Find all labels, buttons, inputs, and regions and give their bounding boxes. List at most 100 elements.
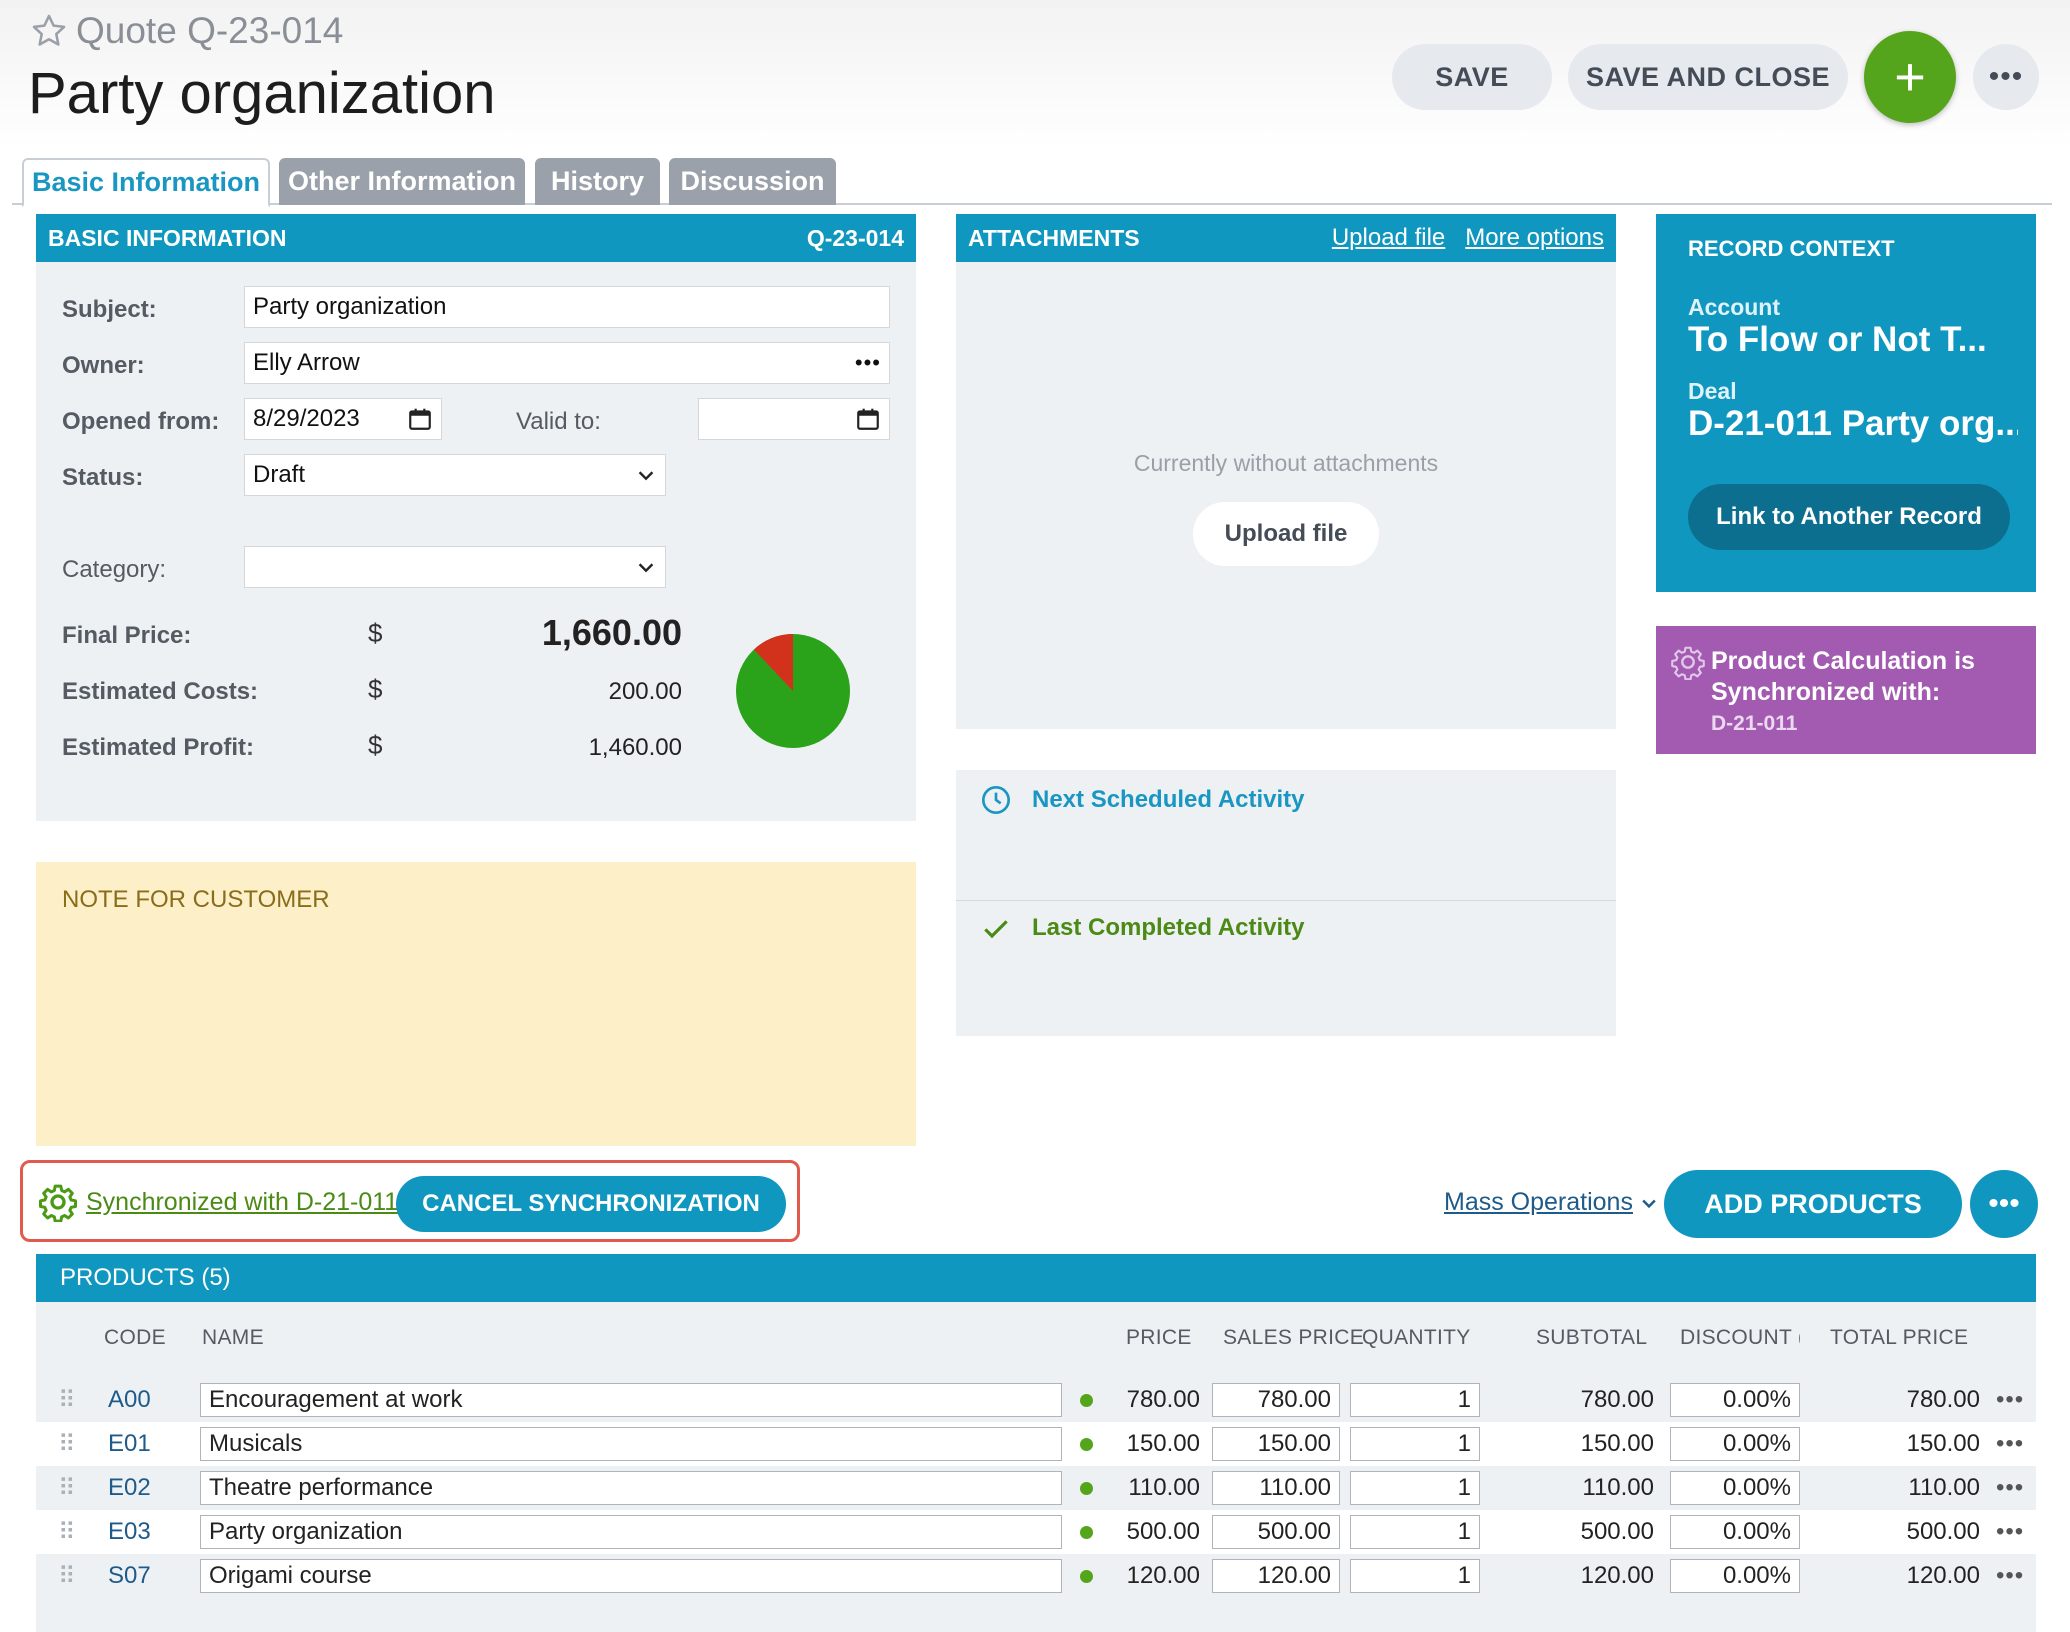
product-code-link[interactable]: E03 <box>108 1518 151 1545</box>
products-more-button[interactable]: ••• <box>1970 1170 2038 1238</box>
sales-price-input[interactable]: 110.00 <box>1212 1471 1340 1505</box>
more-options-link[interactable]: More options <box>1465 224 1604 251</box>
drag-handle-icon[interactable]: ⠿ <box>58 1562 76 1590</box>
synchronized-with-link[interactable]: Synchronized with D-21-011 <box>86 1188 399 1216</box>
chevron-down-icon <box>635 464 657 486</box>
checkmark-icon <box>984 920 1008 939</box>
quantity-input[interactable]: 1 <box>1350 1559 1480 1593</box>
pie-slice-costs <box>753 634 793 691</box>
total-price-value: 120.00 <box>1906 1562 1980 1589</box>
quantity-input[interactable]: 1 <box>1350 1427 1480 1461</box>
subject-input[interactable]: Party organization <box>244 286 890 328</box>
sales-price-input[interactable]: 500.00 <box>1212 1515 1340 1549</box>
basic-information-panel: BASIC INFORMATION Q-23-014 Subject: Part… <box>36 214 916 821</box>
table-row: ⠿ E02 Theatre performance 110.00 110.00 … <box>36 1466 2036 1510</box>
status-label: Status: <box>62 464 144 491</box>
favorite-star-icon[interactable] <box>30 12 68 50</box>
owner-lookup[interactable]: Elly Arrow ••• <box>244 342 890 384</box>
discount-input[interactable]: 0.00% <box>1670 1383 1800 1417</box>
products-header: PRODUCTS (5) <box>36 1254 2036 1302</box>
row-more-icon[interactable]: ••• <box>1996 1430 2025 1457</box>
clock-icon <box>982 786 1010 814</box>
column-header-total-price[interactable]: TOTAL PRICE <box>1830 1326 1969 1349</box>
opened-from-date-input[interactable]: 8/29/2023 <box>244 398 442 440</box>
status-select[interactable]: Draft <box>244 454 666 496</box>
table-row: ⠿ E03 Party organization 500.00 500.00 1… <box>36 1510 2036 1554</box>
drag-handle-icon[interactable]: ⠿ <box>58 1474 76 1502</box>
discount-input[interactable]: 0.00% <box>1670 1559 1800 1593</box>
currency-sign: $ <box>368 730 383 760</box>
column-header-discount[interactable]: DISCOUNT (% <box>1680 1326 1800 1349</box>
column-header-subtotal[interactable]: SUBTOTAL <box>1536 1326 1648 1349</box>
owner-lookup-more-icon[interactable]: ••• <box>854 350 881 375</box>
category-select[interactable] <box>244 546 666 588</box>
quantity-input[interactable]: 1 <box>1350 1383 1480 1417</box>
save-and-close-button[interactable]: SAVE AND CLOSE <box>1568 44 1848 110</box>
column-header-sales-price[interactable]: SALES PRICE <box>1223 1326 1365 1349</box>
quantity-input[interactable]: 1 <box>1350 1471 1480 1505</box>
upload-file-button[interactable]: Upload file <box>1193 502 1379 566</box>
drag-handle-icon[interactable]: ⠿ <box>58 1518 76 1546</box>
drag-handle-icon[interactable]: ⠿ <box>58 1386 76 1414</box>
record-label: Quote Q-23-014 <box>30 10 343 52</box>
row-more-icon[interactable]: ••• <box>1996 1386 2025 1413</box>
product-name-input[interactable]: Party organization <box>200 1515 1062 1549</box>
calendar-icon[interactable] <box>855 406 881 432</box>
sales-price-input[interactable]: 120.00 <box>1212 1559 1340 1593</box>
discount-input[interactable]: 0.00% <box>1670 1515 1800 1549</box>
attachments-empty-text: Currently without attachments <box>1133 450 1439 476</box>
cancel-synchronization-button[interactable]: CANCEL SYNCHRONIZATION <box>396 1176 786 1232</box>
quantity-input[interactable]: 1 <box>1350 1515 1480 1549</box>
calendar-icon[interactable] <box>407 406 433 432</box>
row-more-icon[interactable]: ••• <box>1996 1518 2025 1545</box>
column-header-code[interactable]: CODE <box>104 1326 166 1349</box>
mass-operations-menu[interactable]: Mass Operations <box>1444 1188 1659 1217</box>
account-link[interactable]: To Flow or Not T... <box>1688 320 1987 359</box>
subtotal-value: 780.00 <box>1580 1386 1654 1413</box>
product-name-input[interactable]: Origami course <box>200 1559 1062 1593</box>
record-code: Q-23-014 <box>806 224 904 251</box>
discount-input[interactable]: 0.00% <box>1670 1427 1800 1461</box>
price-value: 150.00 <box>1126 1430 1200 1457</box>
note-for-customer-panel[interactable]: NOTE FOR CUSTOMER <box>36 862 916 1146</box>
tab-other-information[interactable]: Other Information <box>279 158 525 205</box>
final-price-value: 1,660.00 <box>541 612 682 653</box>
column-header-quantity[interactable]: QUANTITY <box>1362 1326 1471 1349</box>
last-completed-activity[interactable]: Last Completed Activity <box>980 912 1305 944</box>
product-name-input[interactable]: Theatre performance <box>200 1471 1062 1505</box>
link-to-another-record-button[interactable]: Link to Another Record <box>1688 484 2010 550</box>
row-more-icon[interactable]: ••• <box>1996 1562 2025 1589</box>
valid-to-date-input[interactable] <box>698 398 890 440</box>
add-products-button[interactable]: ADD PRODUCTS <box>1664 1170 1962 1238</box>
product-code-link[interactable]: E01 <box>108 1430 151 1457</box>
synchronization-highlight <box>20 1160 800 1242</box>
add-new-button[interactable]: + <box>1864 31 1956 123</box>
sales-price-input[interactable]: 150.00 <box>1212 1427 1340 1461</box>
product-name-input[interactable]: Encouragement at work <box>200 1383 1062 1417</box>
product-name-input[interactable]: Musicals <box>200 1427 1062 1461</box>
tab-basic-information[interactable]: Basic Information <box>22 158 270 207</box>
column-header-price[interactable]: PRICE <box>1126 1326 1192 1349</box>
product-code-link[interactable]: E02 <box>108 1474 151 1501</box>
tab-history[interactable]: History <box>535 158 660 205</box>
row-more-icon[interactable]: ••• <box>1996 1474 2025 1501</box>
status-value: Draft <box>253 461 306 488</box>
next-scheduled-activity[interactable]: Next Scheduled Activity <box>980 784 1305 816</box>
total-price-value: 110.00 <box>1908 1474 1980 1501</box>
discount-input[interactable]: 0.00% <box>1670 1471 1800 1505</box>
column-header-name[interactable]: NAME <box>202 1326 264 1349</box>
product-sync-ref[interactable]: D-21-011 <box>1711 712 1798 735</box>
record-context-title: RECORD CONTEXT <box>1688 236 1895 261</box>
subtotal-value: 120.00 <box>1580 1562 1654 1589</box>
price-value: 780.00 <box>1126 1386 1200 1413</box>
upload-file-link[interactable]: Upload file <box>1331 224 1446 251</box>
price-value: 500.00 <box>1126 1518 1200 1545</box>
deal-link[interactable]: D-21-011 Party org... <box>1688 404 2018 443</box>
save-button[interactable]: SAVE <box>1392 44 1552 110</box>
product-code-link[interactable]: A00 <box>108 1386 151 1413</box>
drag-handle-icon[interactable]: ⠿ <box>58 1430 76 1458</box>
sales-price-input[interactable]: 780.00 <box>1212 1383 1340 1417</box>
header-more-button[interactable]: ••• <box>1973 44 2039 110</box>
tab-discussion[interactable]: Discussion <box>669 158 836 205</box>
product-code-link[interactable]: S07 <box>108 1562 151 1589</box>
